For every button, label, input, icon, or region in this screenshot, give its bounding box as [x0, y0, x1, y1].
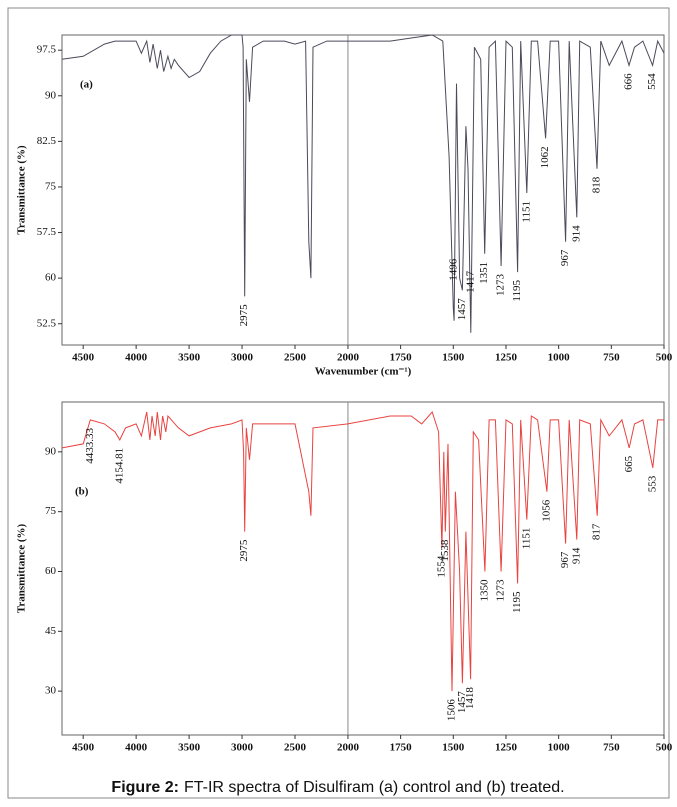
- caption-text: FT-IR spectra of Disulfiram (a) control …: [184, 779, 565, 796]
- y-tick-label: 60: [45, 565, 57, 577]
- peak-label: 666: [623, 73, 635, 90]
- peak-label: 1151: [520, 528, 532, 550]
- peak-label: 4154.81: [113, 448, 125, 484]
- peak-label: 554: [646, 73, 658, 90]
- x-tick-label: 1750: [390, 352, 413, 364]
- panel-label: (b): [75, 486, 89, 498]
- y-tick-label: 60: [45, 272, 57, 284]
- peak-label: 1351: [478, 262, 490, 284]
- spectrum-line: [61, 34, 665, 333]
- x-tick-label: 3000: [231, 742, 254, 754]
- x-tick-label: 4500: [72, 352, 95, 364]
- peak-label: 1457: [456, 298, 468, 321]
- y-tick-label: 52.5: [37, 317, 57, 329]
- y-tick-label: 82.5: [37, 135, 57, 147]
- x-tick-label: 2000: [337, 742, 360, 754]
- peak-label: 1457: [456, 691, 468, 714]
- peak-label: 967: [559, 249, 571, 266]
- caption: Figure 2: FT-IR spectra of Disulfiram (a)…: [111, 779, 564, 796]
- panel-label: (a): [80, 79, 93, 91]
- x-tick-label: 1750: [390, 742, 413, 754]
- peak-label: 1417: [464, 270, 476, 293]
- x-tick-label: 3500: [178, 742, 201, 754]
- x-tick-label: 3500: [178, 352, 201, 364]
- x-tick-label: 1250: [495, 352, 518, 364]
- x-tick-label: 750: [603, 352, 620, 364]
- peak-label: 1418: [464, 687, 476, 710]
- x-tick-label: 1000: [548, 742, 571, 754]
- y-tick-label: 97.5: [37, 44, 57, 56]
- peak-label: 914: [570, 225, 582, 242]
- peak-label: 1538: [439, 539, 451, 562]
- peak-label: 914: [570, 547, 582, 564]
- plot-frame: [61, 34, 665, 346]
- peak-label: 4433.33: [84, 427, 96, 463]
- peak-label: 2975: [238, 539, 250, 562]
- y-tick-label: 75: [45, 505, 57, 517]
- x-tick-label: 4000: [125, 742, 148, 754]
- x-tick-label: 2000: [337, 352, 360, 364]
- peak-label: 1195: [511, 591, 523, 613]
- y-tick-label: 45: [45, 625, 57, 637]
- peak-label: 1062: [539, 146, 551, 168]
- peak-label: 1056: [540, 499, 552, 522]
- x-tick-label: 500: [656, 742, 673, 754]
- y-tick-label: 30: [45, 685, 57, 697]
- x-tick-label: 1250: [495, 742, 518, 754]
- peak-label: 1195: [511, 280, 523, 302]
- figure-border: [7, 7, 670, 799]
- peak-label: 1151: [520, 201, 532, 223]
- peak-label: 967: [559, 551, 571, 568]
- x-tick-label: 2500: [284, 742, 307, 754]
- peak-label: 1350: [478, 579, 490, 602]
- y-axis-label: Transmittance (%): [16, 145, 28, 235]
- x-axis-label: Wavenumber (cm⁻¹): [315, 366, 412, 378]
- peak-label: 1273: [495, 273, 507, 296]
- x-tick-label: 4500: [72, 742, 95, 754]
- plot-frame: [61, 401, 665, 736]
- peak-label: 818: [591, 176, 603, 193]
- x-tick-label: 1500: [442, 352, 465, 364]
- x-tick-label: 500: [656, 352, 673, 364]
- y-tick-label: 75: [45, 180, 57, 192]
- y-tick-label: 57.5: [37, 226, 57, 238]
- x-tick-label: 750: [603, 742, 620, 754]
- peak-label: 1506: [446, 699, 458, 722]
- x-tick-label: 4000: [125, 352, 148, 364]
- x-tick-label: 3000: [231, 352, 254, 364]
- peak-label: 1273: [495, 579, 507, 602]
- peak-label: 817: [591, 523, 603, 540]
- y-tick-label: 90: [45, 445, 57, 457]
- x-tick-label: 1500: [442, 742, 465, 754]
- peak-label: 1554: [435, 555, 447, 578]
- peak-label: 665: [623, 455, 635, 472]
- caption-label: Figure 2:: [111, 779, 179, 796]
- x-tick-label: 2500: [284, 352, 307, 364]
- y-axis-label: Transmittance (%): [16, 524, 28, 614]
- spectrum-line: [61, 411, 664, 692]
- peak-label: 1496: [448, 258, 460, 281]
- peak-label: 553: [646, 475, 658, 492]
- x-tick-label: 1000: [548, 352, 571, 364]
- y-tick-label: 90: [45, 89, 57, 101]
- peak-label: 2975: [238, 304, 250, 327]
